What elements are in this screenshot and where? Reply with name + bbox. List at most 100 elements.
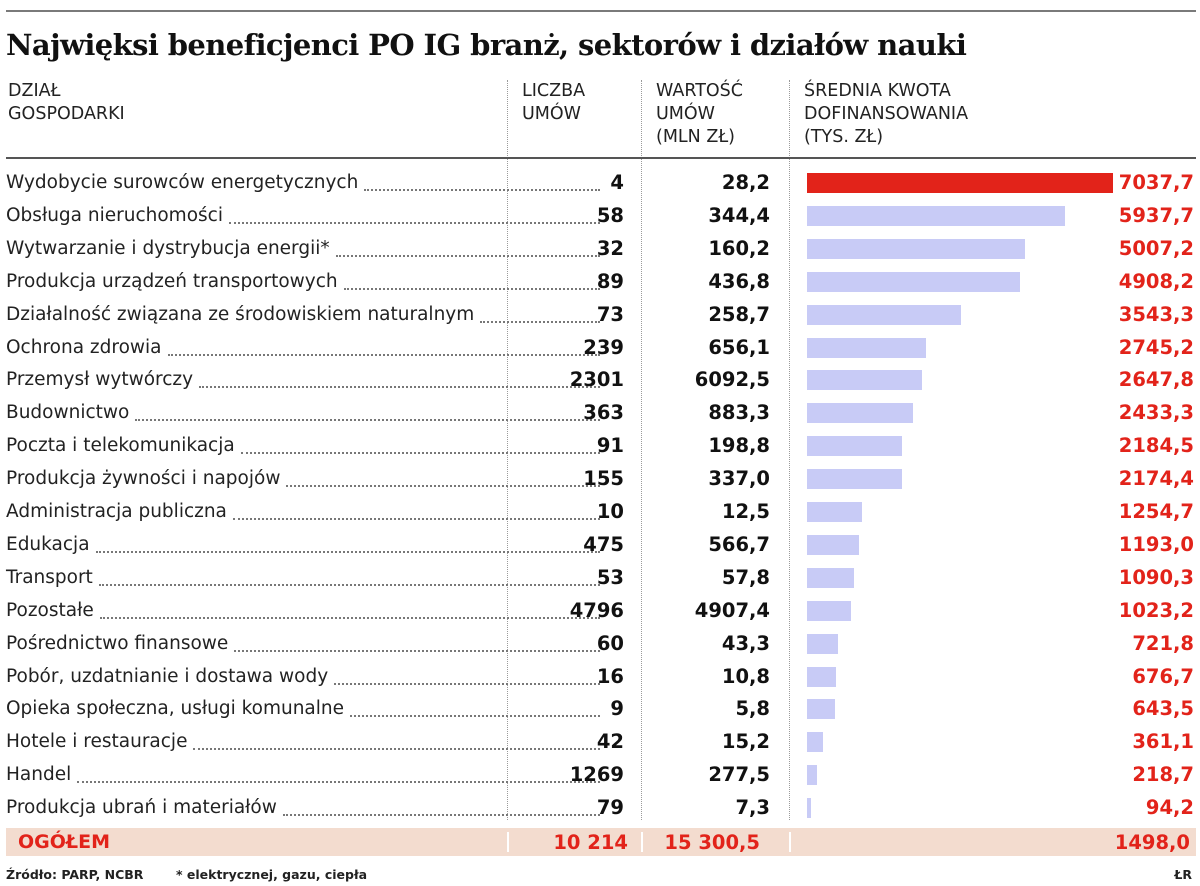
total-divider	[641, 832, 643, 852]
row-label: Edukacja	[6, 533, 90, 555]
dot-leader	[283, 814, 600, 817]
wartosc-value: 5,8	[735, 697, 770, 721]
liczba-value: 89	[596, 269, 624, 293]
srednia-value: 2433,3	[1118, 401, 1194, 425]
bar	[807, 304, 962, 325]
liczba-value: 4796	[569, 598, 624, 622]
row-label: Wytwarzanie i dystrybucja energii*	[6, 237, 330, 259]
table-row: Wytwarzanie i dystrybucja energii* 32 160,…	[0, 233, 1200, 266]
wartosc-value: 12,5	[721, 500, 770, 523]
header-dzial: DZIAŁ GOSPODARKI	[8, 81, 125, 124]
table-row: Pobór, uzdatnianie i dostawa wody 16 10,8 6…	[0, 661, 1200, 694]
liczba-value: 9	[610, 697, 624, 721]
wartosc-value: 6092,5	[694, 368, 770, 392]
row-label: Transport	[6, 566, 93, 588]
srednia-value: 1254,7	[1118, 500, 1194, 523]
dot-leader	[234, 649, 600, 652]
srednia-value: 218,7	[1132, 763, 1194, 787]
dot-leader	[344, 287, 600, 290]
bar	[807, 238, 1025, 259]
wartosc-value: 43,3	[721, 631, 770, 655]
wartosc-value: 15,2	[721, 730, 770, 754]
row-label: Opieka społeczna, usługi komunalne	[6, 698, 345, 720]
author-initials: ŁR	[1174, 867, 1192, 882]
srednia-value: 3543,3	[1118, 302, 1194, 326]
total-row: OGÓŁEM 10 214 15 300,5 1498,0	[6, 828, 1196, 856]
liczba-value: 239	[583, 335, 624, 359]
dot-leader	[77, 781, 600, 784]
column-divider	[641, 80, 643, 820]
liczba-value: 53	[596, 565, 624, 589]
row-label: Pośrednictwo finansowe	[6, 632, 229, 654]
srednia-value: 5007,2	[1118, 236, 1194, 260]
column-divider	[789, 80, 791, 820]
row-label: Produkcja żywności i napojów	[6, 468, 281, 490]
total-label: OGÓŁEM	[18, 831, 110, 853]
table-row: Transport 53 57,8 1090,3	[0, 562, 1200, 595]
row-label: Wydobycie surowców energetycznych	[6, 172, 359, 193]
table-row: Hotele i restauracje 42 15,2 361,1	[0, 726, 1200, 759]
dot-leader	[336, 254, 600, 257]
dot-leader	[364, 189, 600, 191]
srednia-value: 2745,2	[1118, 335, 1194, 359]
row-label: Poczta i telekomunikacja	[6, 435, 235, 457]
liczba-value: 1269	[569, 763, 624, 787]
table-row: Pozostałe 4796 4907,4 1023,2	[0, 595, 1200, 628]
srednia-value: 2184,5	[1118, 434, 1194, 458]
total-wartosc: 15 300,5	[664, 831, 760, 854]
bar	[807, 502, 862, 522]
bar	[807, 370, 923, 391]
total-liczba: 10 214	[553, 831, 628, 854]
bar	[807, 403, 913, 424]
bar	[807, 699, 835, 720]
column-divider	[507, 80, 509, 820]
bar	[807, 436, 902, 457]
bar	[807, 666, 837, 687]
table-row: Przemysł wytwórczy 2301 6092,5 2647,8	[0, 364, 1200, 397]
total-divider	[789, 832, 791, 852]
dot-leader	[135, 419, 600, 422]
bar	[807, 205, 1066, 226]
chart-title: Najwięksi beneficjenci PO IG branż, sekt…	[6, 28, 967, 62]
wartosc-value: 436,8	[708, 269, 770, 293]
dot-leader	[168, 353, 600, 356]
srednia-value: 1193,0	[1118, 532, 1194, 556]
dot-leader	[233, 518, 600, 520]
dot-leader	[241, 452, 600, 455]
liczba-value: 10	[596, 500, 624, 523]
row-label: Administracja publiczna	[6, 501, 227, 522]
table-row: Budownictwo 363 883,3 2433,3	[0, 397, 1200, 430]
srednia-value: 1090,3	[1118, 565, 1194, 589]
srednia-value: 5937,7	[1118, 203, 1194, 227]
wartosc-value: 10,8	[721, 664, 770, 688]
dot-leader	[286, 485, 600, 488]
row-label: Produkcja ubrań i materiałów	[6, 797, 277, 819]
wartosc-value: 337,0	[708, 467, 770, 491]
dot-leader	[480, 320, 600, 323]
wartosc-value: 344,4	[708, 203, 770, 227]
liczba-value: 4	[610, 171, 624, 194]
row-label: Pozostałe	[6, 599, 94, 621]
total-srednia: 1498,0	[1114, 831, 1190, 854]
bar	[807, 469, 902, 490]
table-row: Wydobycie surowców energetycznych 4 28,2 70…	[0, 167, 1200, 200]
liczba-value: 16	[596, 664, 624, 688]
liczba-value: 42	[596, 730, 624, 754]
top-rule	[6, 10, 1196, 12]
table-row: Obsługa nieruchomości 58 344,4 5937,7	[0, 200, 1200, 233]
dot-leader	[334, 682, 600, 685]
table-row: Produkcja ubrań i materiałów 79 7,3 94,2	[0, 792, 1200, 825]
srednia-value: 7037,7	[1118, 171, 1194, 194]
srednia-value: 2174,4	[1118, 467, 1194, 491]
bar	[807, 765, 817, 786]
bar	[807, 271, 1021, 292]
header-srednia: ŚREDNIA KWOTA DOFINANSOWANIA (TYS. ZŁ)	[804, 81, 969, 147]
header-rule	[6, 157, 1196, 159]
bar	[807, 732, 823, 753]
dot-leader	[199, 386, 600, 389]
dot-leader	[193, 748, 600, 751]
wartosc-value: 7,3	[735, 796, 770, 820]
dot-leader	[99, 583, 600, 586]
srednia-value: 2647,8	[1118, 368, 1194, 392]
row-label: Budownictwo	[6, 402, 130, 424]
